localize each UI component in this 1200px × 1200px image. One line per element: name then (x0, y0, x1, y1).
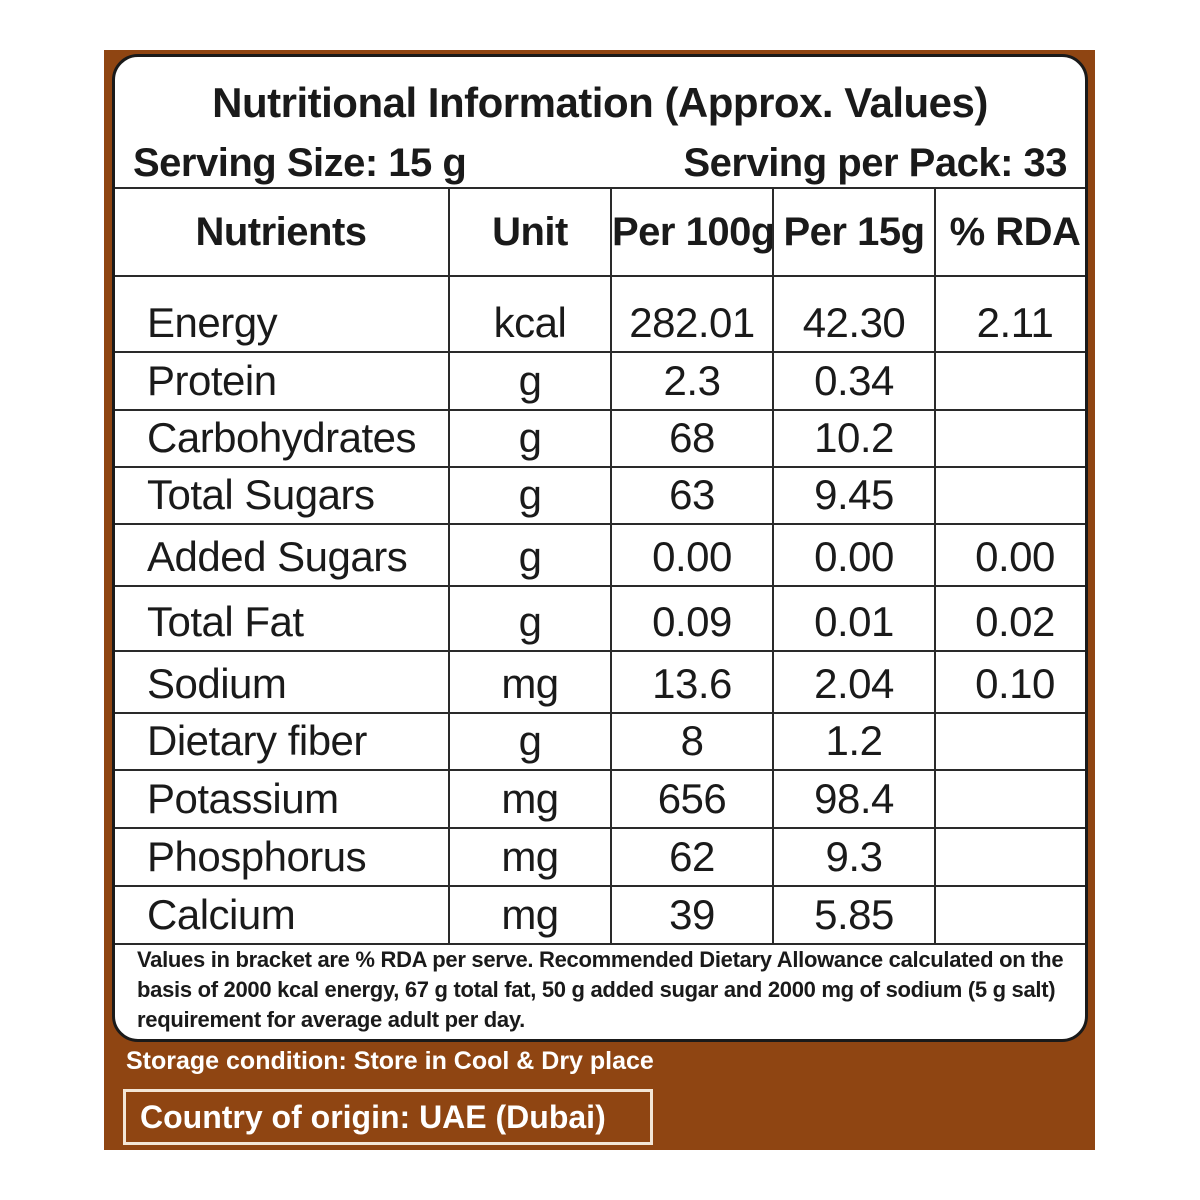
value-per-100g: 0.09 (610, 585, 774, 652)
rda-footnote: Values in bracket are % RDA per serve. R… (137, 947, 1064, 1032)
header-per-15g: Per 15g (772, 187, 936, 277)
nutrient-unit: g (448, 351, 612, 411)
value-per-15g: 0.00 (772, 523, 936, 587)
table-row: Protein g 2.3 0.34 (115, 351, 1085, 411)
value-per-15g: 5.85 (772, 885, 936, 945)
nutrition-table: Nutrients Unit Per 100g Per 15g % RDA En… (115, 187, 1085, 945)
value-rda (934, 769, 1085, 829)
value-rda (934, 712, 1085, 771)
value-per-15g: 9.45 (772, 466, 936, 525)
nutrient-name: Dietary fiber (115, 712, 450, 771)
value-per-15g: 9.3 (772, 827, 936, 887)
table-row: Total Sugars g 63 9.45 (115, 466, 1085, 525)
nutrient-unit: g (448, 523, 612, 587)
nutrient-unit: g (448, 585, 612, 652)
table-row: Total Fat g 0.09 0.01 0.02 (115, 585, 1085, 652)
header-nutrients: Nutrients (115, 187, 450, 277)
nutrient-unit: g (448, 466, 612, 525)
storage-condition: Storage condition: Store in Cool & Dry p… (126, 1047, 654, 1075)
header-unit: Unit (448, 187, 612, 277)
label-title: Nutritional Information (Approx. Values) (212, 79, 988, 126)
nutrient-unit: mg (448, 769, 612, 829)
nutrient-unit: mg (448, 885, 612, 945)
header-per-100g: Per 100g (610, 187, 774, 277)
nutrient-name: Calcium (115, 885, 450, 945)
nutrient-unit: g (448, 409, 612, 468)
table-row: Energy kcal 282.01 42.30 2.11 (115, 275, 1085, 353)
nutrient-name: Phosphorus (115, 827, 450, 887)
value-per-100g: 656 (610, 769, 774, 829)
value-rda: 2.11 (934, 275, 1085, 353)
nutrient-name: Total Sugars (115, 466, 450, 525)
value-rda (934, 885, 1085, 945)
nutrition-card: Nutritional Information (Approx. Values)… (112, 54, 1088, 1042)
value-per-15g: 0.01 (772, 585, 936, 652)
header-rda: % RDA (934, 187, 1085, 277)
nutrient-name: Sodium (115, 650, 450, 714)
nutrient-name: Added Sugars (115, 523, 450, 587)
value-rda (934, 351, 1085, 411)
value-per-100g: 0.00 (610, 523, 774, 587)
serving-per-pack: Serving per Pack: 33 (683, 141, 1067, 185)
nutrient-unit: mg (448, 827, 612, 887)
value-per-100g: 68 (610, 409, 774, 468)
value-per-100g: 2.3 (610, 351, 774, 411)
table-row: Sodium mg 13.6 2.04 0.10 (115, 650, 1085, 714)
value-per-100g: 8 (610, 712, 774, 771)
table-body: Energy kcal 282.01 42.30 2.11 Protein g 2.3 0.34… (115, 275, 1085, 945)
value-per-15g: 98.4 (772, 769, 936, 829)
value-rda: 0.10 (934, 650, 1085, 714)
nutrient-unit: mg (448, 650, 612, 714)
table-row: Dietary fiber g 8 1.2 (115, 712, 1085, 771)
value-per-15g: 0.34 (772, 351, 936, 411)
value-rda (934, 827, 1085, 887)
value-per-100g: 39 (610, 885, 774, 945)
nutrient-unit: g (448, 712, 612, 771)
value-rda (934, 409, 1085, 468)
table-row: Phosphorus mg 62 9.3 (115, 827, 1085, 887)
value-per-100g: 282.01 (610, 275, 774, 353)
nutrient-name: Potassium (115, 769, 450, 829)
label-panel: Nutritional Information (Approx. Values)… (104, 50, 1095, 1150)
value-per-15g: 10.2 (772, 409, 936, 468)
value-rda: 0.02 (934, 585, 1085, 652)
table-row: Carbohydrates g 68 10.2 (115, 409, 1085, 468)
value-per-15g: 1.2 (772, 712, 936, 771)
table-row: Added Sugars g 0.00 0.00 0.00 (115, 523, 1085, 587)
value-per-15g: 42.30 (772, 275, 936, 353)
value-rda (934, 466, 1085, 525)
country-of-origin: Country of origin: UAE (Dubai) (123, 1089, 653, 1145)
serving-size: Serving Size: 15 g (133, 141, 467, 185)
value-per-100g: 13.6 (610, 650, 774, 714)
value-per-100g: 63 (610, 466, 774, 525)
table-row: Calcium mg 39 5.85 (115, 885, 1085, 945)
nutrient-name: Carbohydrates (115, 409, 450, 468)
value-rda: 0.00 (934, 523, 1085, 587)
table-row: Potassium mg 656 98.4 (115, 769, 1085, 829)
nutrient-name: Protein (115, 351, 450, 411)
value-per-15g: 2.04 (772, 650, 936, 714)
value-per-100g: 62 (610, 827, 774, 887)
nutrient-name: Energy (115, 275, 450, 353)
nutrient-name: Total Fat (115, 585, 450, 652)
nutrient-unit: kcal (448, 275, 612, 353)
table-header-row: Nutrients Unit Per 100g Per 15g % RDA (115, 187, 1085, 277)
